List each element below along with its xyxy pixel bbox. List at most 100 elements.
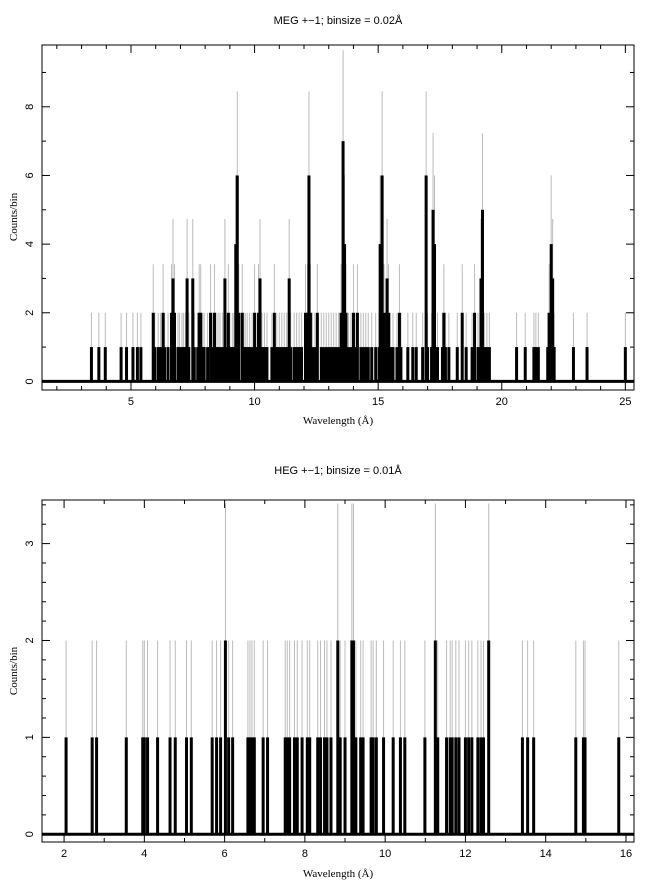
heg-bar	[574, 737, 578, 835]
meg-bar	[482, 347, 486, 382]
heg-bar	[350, 640, 354, 835]
heg-bar	[292, 737, 296, 835]
meg-bar	[248, 347, 252, 382]
meg-bar	[623, 347, 627, 382]
meg-bar	[287, 278, 291, 382]
heg-bar	[436, 737, 440, 835]
heg-bar	[338, 737, 342, 835]
heg-bar	[124, 737, 128, 835]
meg-bar	[235, 175, 239, 382]
meg-bar	[532, 347, 536, 382]
meg-bar	[292, 347, 296, 382]
meg-bar	[380, 175, 384, 382]
meg-y-tick-label: 4	[24, 241, 36, 247]
meg-bar	[378, 244, 382, 382]
heg-bar	[398, 737, 402, 835]
meg-bar	[310, 347, 314, 382]
heg-bar	[283, 737, 287, 835]
meg-bar	[324, 347, 328, 382]
heg-bar	[476, 737, 480, 835]
meg-bar	[364, 347, 368, 382]
heg-bar	[223, 640, 227, 835]
heg-bar	[316, 737, 320, 835]
heg-x-tick-label: 6	[222, 848, 228, 860]
meg-bar	[280, 347, 284, 382]
meg-bar	[487, 347, 491, 382]
meg-bar	[119, 347, 123, 382]
heg-bar	[463, 737, 467, 835]
heg-bar	[300, 737, 304, 835]
heg-bar	[470, 737, 474, 835]
heg-bar	[227, 737, 231, 835]
meg-bar	[153, 347, 157, 382]
meg-bar	[421, 347, 425, 382]
meg-x-tick-label: 15	[372, 396, 384, 408]
meg-bar	[285, 347, 289, 382]
heg-bar	[325, 737, 329, 835]
heg-bar	[308, 737, 312, 835]
heg-bar	[526, 737, 530, 835]
meg-x-tick-label: 20	[496, 396, 508, 408]
meg-bar	[447, 347, 451, 382]
heg-bar	[351, 640, 355, 835]
meg-bar	[443, 347, 447, 382]
meg-bar	[464, 347, 468, 382]
heg-bar	[250, 737, 254, 835]
heg-title: HEG +−1; binsize = 0.01Å	[274, 464, 402, 477]
heg-bar	[305, 737, 309, 835]
heg-bar	[448, 737, 452, 835]
heg-bar	[261, 737, 265, 835]
heg-bar	[481, 737, 485, 835]
heg-x-axis-label: Wavelength (Å)	[303, 868, 374, 880]
heg-bar	[266, 737, 270, 835]
meg-bar	[349, 347, 353, 382]
meg-bar	[297, 347, 301, 382]
heg-bar	[285, 737, 289, 835]
heg-bar	[445, 737, 449, 835]
meg-bar	[387, 312, 391, 382]
meg-bar	[344, 312, 348, 382]
meg-bar	[334, 347, 338, 382]
meg-x-tick-label: 5	[128, 396, 134, 408]
meg-bar	[163, 347, 167, 382]
meg-bar	[327, 347, 331, 382]
meg-bar	[253, 312, 257, 382]
meg-bar	[97, 347, 101, 382]
meg-y-tick-label: 0	[24, 378, 36, 384]
heg-bar	[479, 737, 483, 835]
heg-bar	[361, 737, 365, 835]
meg-bar	[206, 347, 210, 382]
meg-bar	[355, 312, 359, 382]
meg-bar	[347, 347, 351, 382]
heg-bar	[583, 737, 587, 835]
meg-bar	[424, 175, 428, 382]
meg-bar	[172, 312, 176, 382]
heg-bar	[343, 737, 347, 835]
heg-bar	[487, 640, 491, 835]
heg-bar	[520, 737, 524, 835]
meg-bar	[232, 347, 236, 382]
heg-y-tick-label: 0	[24, 831, 36, 837]
meg-title: MEG +−1; binsize = 0.02Å	[274, 14, 403, 27]
heg-bar	[457, 737, 461, 835]
meg-bar	[339, 312, 343, 382]
heg-x-tick-label: 10	[379, 848, 391, 860]
meg-bar	[177, 347, 181, 382]
heg-bar	[231, 737, 235, 835]
meg-bar	[359, 347, 363, 382]
heg-bar	[467, 737, 471, 835]
meg-bar	[391, 347, 395, 382]
heg-bar	[450, 737, 454, 835]
meg-bar	[460, 312, 464, 382]
meg-plot-frame	[41, 44, 635, 391]
meg-bar	[313, 347, 317, 382]
heg-bar	[173, 737, 177, 835]
meg-bar	[426, 347, 430, 382]
heg-bar	[323, 737, 327, 835]
meg-x-axis-label: Wavelength (Å)	[303, 415, 374, 427]
meg-bar	[214, 347, 218, 382]
meg-bar	[337, 347, 341, 382]
meg-bar	[183, 347, 187, 382]
heg-bar	[184, 737, 188, 835]
meg-bar	[191, 278, 195, 382]
